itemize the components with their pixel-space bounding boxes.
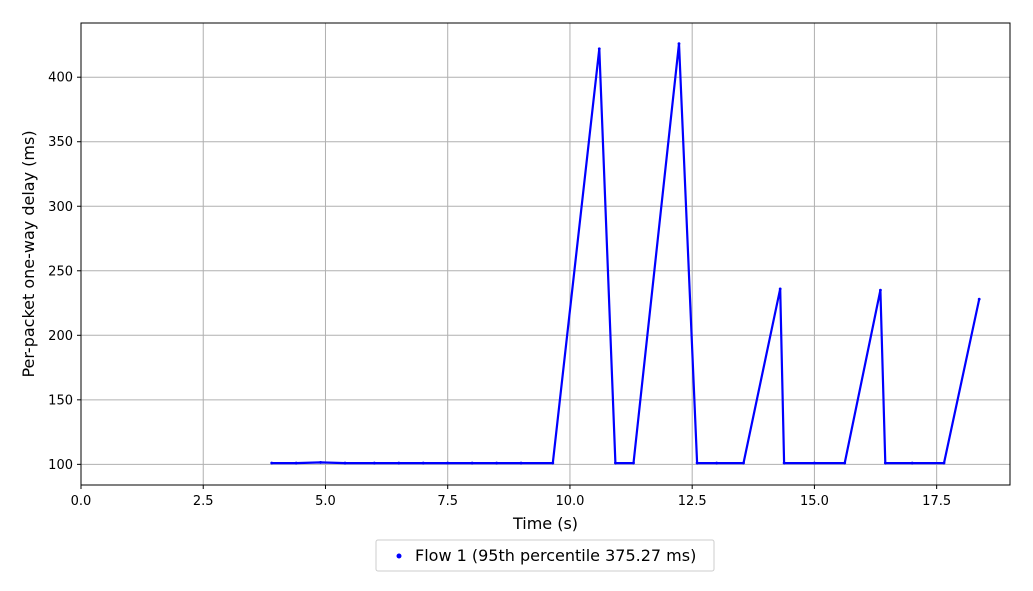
legend-marker bbox=[396, 553, 402, 559]
data-point bbox=[421, 461, 425, 465]
data-point bbox=[495, 461, 499, 465]
series-layer bbox=[270, 42, 981, 465]
legend-label: Flow 1 (95th percentile 375.27 ms) bbox=[415, 546, 696, 565]
grid bbox=[80, 23, 1010, 485]
data-point bbox=[677, 42, 681, 46]
x-tick-label: 2.5 bbox=[193, 494, 214, 509]
data-point bbox=[813, 461, 816, 465]
data-point bbox=[397, 461, 401, 465]
y-tick-label: 250 bbox=[48, 264, 73, 279]
x-tick-label: 10.0 bbox=[555, 494, 584, 509]
data-point bbox=[742, 461, 745, 465]
data-point bbox=[470, 461, 474, 465]
data-point bbox=[270, 461, 274, 465]
y-tick-label: 300 bbox=[48, 200, 73, 215]
data-point bbox=[446, 461, 450, 465]
legend-box bbox=[375, 539, 715, 572]
data-point bbox=[778, 287, 782, 291]
plot-frame bbox=[80, 22, 1011, 486]
data-point bbox=[910, 461, 914, 465]
data-point bbox=[879, 288, 882, 292]
data-point bbox=[632, 461, 635, 465]
y-tick-label: 150 bbox=[48, 393, 73, 408]
data-point bbox=[695, 461, 699, 465]
y-axis-ticks: 100 150 200 250 300 350 400 bbox=[48, 71, 81, 473]
data-point bbox=[883, 461, 887, 465]
y-tick-label: 100 bbox=[48, 458, 73, 473]
data-point bbox=[343, 461, 347, 465]
y-tick-label: 350 bbox=[48, 135, 73, 150]
data-point bbox=[942, 461, 946, 465]
series-trace bbox=[271, 42, 981, 465]
data-point bbox=[782, 461, 786, 465]
data-point bbox=[519, 461, 523, 465]
x-tick-label: 15.0 bbox=[800, 494, 829, 509]
data-point bbox=[551, 461, 555, 465]
x-axis-ticks: 0.0 2.5 5.0 7.5 10.0 12.5 15.0 17.5 bbox=[71, 485, 951, 509]
x-tick-label: 17.5 bbox=[922, 494, 951, 509]
x-axis-label: Time (s) bbox=[512, 514, 578, 533]
x-tick-label: 5.0 bbox=[315, 494, 336, 509]
x-tick-label: 7.5 bbox=[437, 494, 458, 509]
x-tick-label: 0.0 bbox=[71, 494, 92, 509]
data-point bbox=[843, 461, 847, 465]
y-tick-label: 400 bbox=[48, 71, 73, 86]
data-point bbox=[614, 461, 617, 465]
data-point bbox=[715, 461, 719, 465]
data-point bbox=[319, 461, 322, 464]
y-tick-label: 200 bbox=[48, 329, 73, 344]
y-axis-label: Per-packet one-way delay (ms) bbox=[19, 130, 38, 377]
x-tick-label: 12.5 bbox=[678, 494, 707, 509]
legend: Flow 1 (95th percentile 375.27 ms) bbox=[375, 539, 715, 572]
data-point bbox=[372, 461, 376, 465]
data-point bbox=[597, 47, 601, 51]
data-point bbox=[294, 461, 298, 465]
data-point bbox=[977, 297, 981, 301]
